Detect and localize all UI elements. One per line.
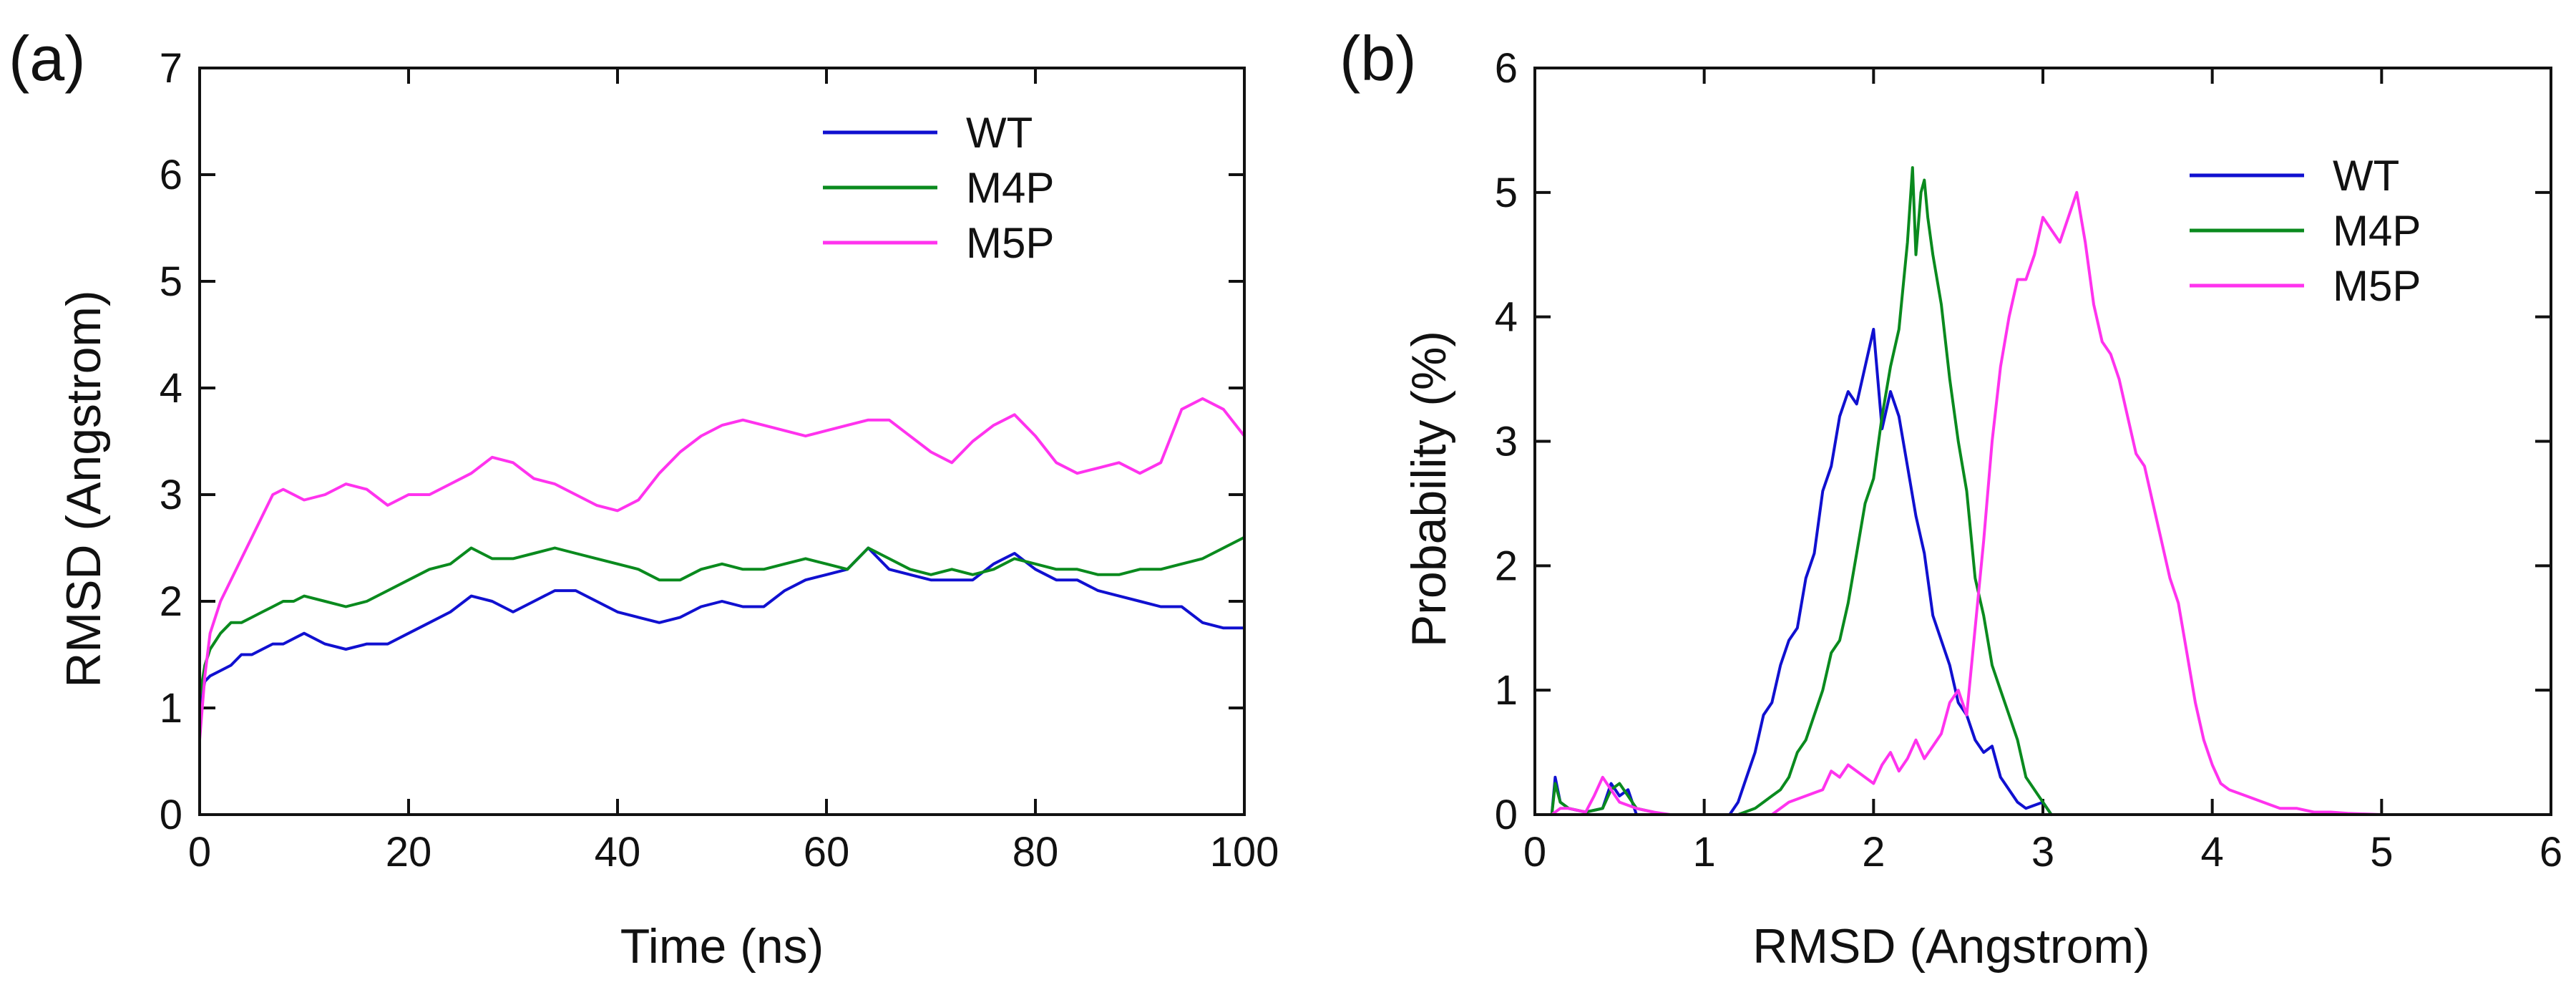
panel-b-y-tick-label: 3 [1495, 419, 1518, 465]
panel-a-y-tick-label: 7 [160, 45, 182, 92]
panel-b-series-wt [1550, 328, 2053, 816]
panel-a-x-tick-label: 80 [1013, 829, 1059, 875]
panel-a-ticks: 0 20 40 60 80 100 0 1 2 3 4 5 6 7 [160, 45, 1279, 875]
panel-a-label: (a) [9, 23, 86, 94]
panel-a-legend-label-wt: WT [966, 109, 1033, 157]
panel-b-y-axis-label: Probability (%) [1402, 331, 1456, 647]
panel-a-y-tick-label: 4 [160, 365, 182, 412]
panel-a-legend-label-m5p: M5P [966, 219, 1054, 267]
panel-a-y-tick-label: 1 [160, 685, 182, 732]
panel-b-y-tick-label: 0 [1495, 792, 1518, 838]
panel-b-ticks: 0 1 2 3 4 5 6 0 1 2 3 4 5 6 [1495, 45, 2562, 875]
panel-a-y-tick-label: 0 [160, 792, 182, 838]
panel-b-series-m4p [1550, 166, 2053, 816]
panel-a-x-tick-label: 0 [188, 829, 211, 875]
panel-b-y-tick-label: 2 [1495, 543, 1518, 589]
panel-a: (a) Time (ns) RMSD (Angstrom) 0 20 40 60 80 1… [9, 23, 1279, 974]
panel-b-series [1550, 166, 2384, 816]
panel-b-x-tick-label: 2 [1862, 829, 1885, 875]
panel-b-legend: WT M4P M5P [2190, 152, 2421, 310]
panel-a-y-axis-label: RMSD (Angstrom) [57, 290, 111, 687]
panel-b-y-tick-label: 4 [1495, 294, 1518, 341]
panel-b-legend-label-m4p: M4P [2333, 207, 2421, 255]
panel-b-x-tick-label: 4 [2201, 829, 2224, 875]
panel-a-legend-label-m4p: M4P [966, 164, 1054, 212]
panel-a-series-wt [198, 546, 1246, 709]
panel-a-x-axis-label: Time (ns) [620, 919, 824, 974]
panel-b-y-tick-label: 5 [1495, 170, 1518, 216]
panel-a-series-m5p [198, 397, 1246, 742]
panel-a-x-tick-label: 100 [1210, 829, 1279, 875]
panel-b-y-tick-label: 6 [1495, 45, 1518, 92]
panel-b-plot-frame [1533, 67, 2552, 816]
panel-a-y-tick-label: 3 [160, 472, 182, 518]
panel-a-x-tick-label: 20 [386, 829, 432, 875]
panel-b-label: (b) [1340, 23, 1417, 94]
panel-b-x-tick-label: 0 [1523, 829, 1546, 875]
panel-b-x-tick-label: 3 [2031, 829, 2054, 875]
panel-a-series [198, 397, 1246, 742]
panel-b-legend-label-m5p: M5P [2333, 262, 2421, 310]
panel-b-x-tick-label: 5 [2370, 829, 2393, 875]
panel-b-x-axis-label: RMSD (Angstrom) [1752, 919, 2150, 974]
panel-a-x-tick-label: 60 [804, 829, 850, 875]
panel-b-legend-label-wt: WT [2333, 152, 2399, 200]
panel-a-plot-frame [198, 67, 1246, 816]
panel-b-series-m5p [1550, 190, 2384, 816]
panel-a-y-tick-label: 6 [160, 152, 182, 198]
panel-a-series-m4p [198, 535, 1246, 699]
panel-a-x-tick-label: 40 [595, 829, 641, 875]
panel-b-y-tick-label: 1 [1495, 667, 1518, 714]
panel-b-x-tick-label: 1 [1693, 829, 1716, 875]
panel-a-y-tick-label: 5 [160, 258, 182, 305]
panel-b: (b) RMSD (Angstrom) Probability (%) 0 1 2 3… [1340, 23, 2562, 974]
panel-a-legend: WT M4P M5P [823, 109, 1054, 267]
panel-a-y-tick-label: 2 [160, 578, 182, 625]
panel-b-x-tick-label: 6 [2540, 829, 2562, 875]
